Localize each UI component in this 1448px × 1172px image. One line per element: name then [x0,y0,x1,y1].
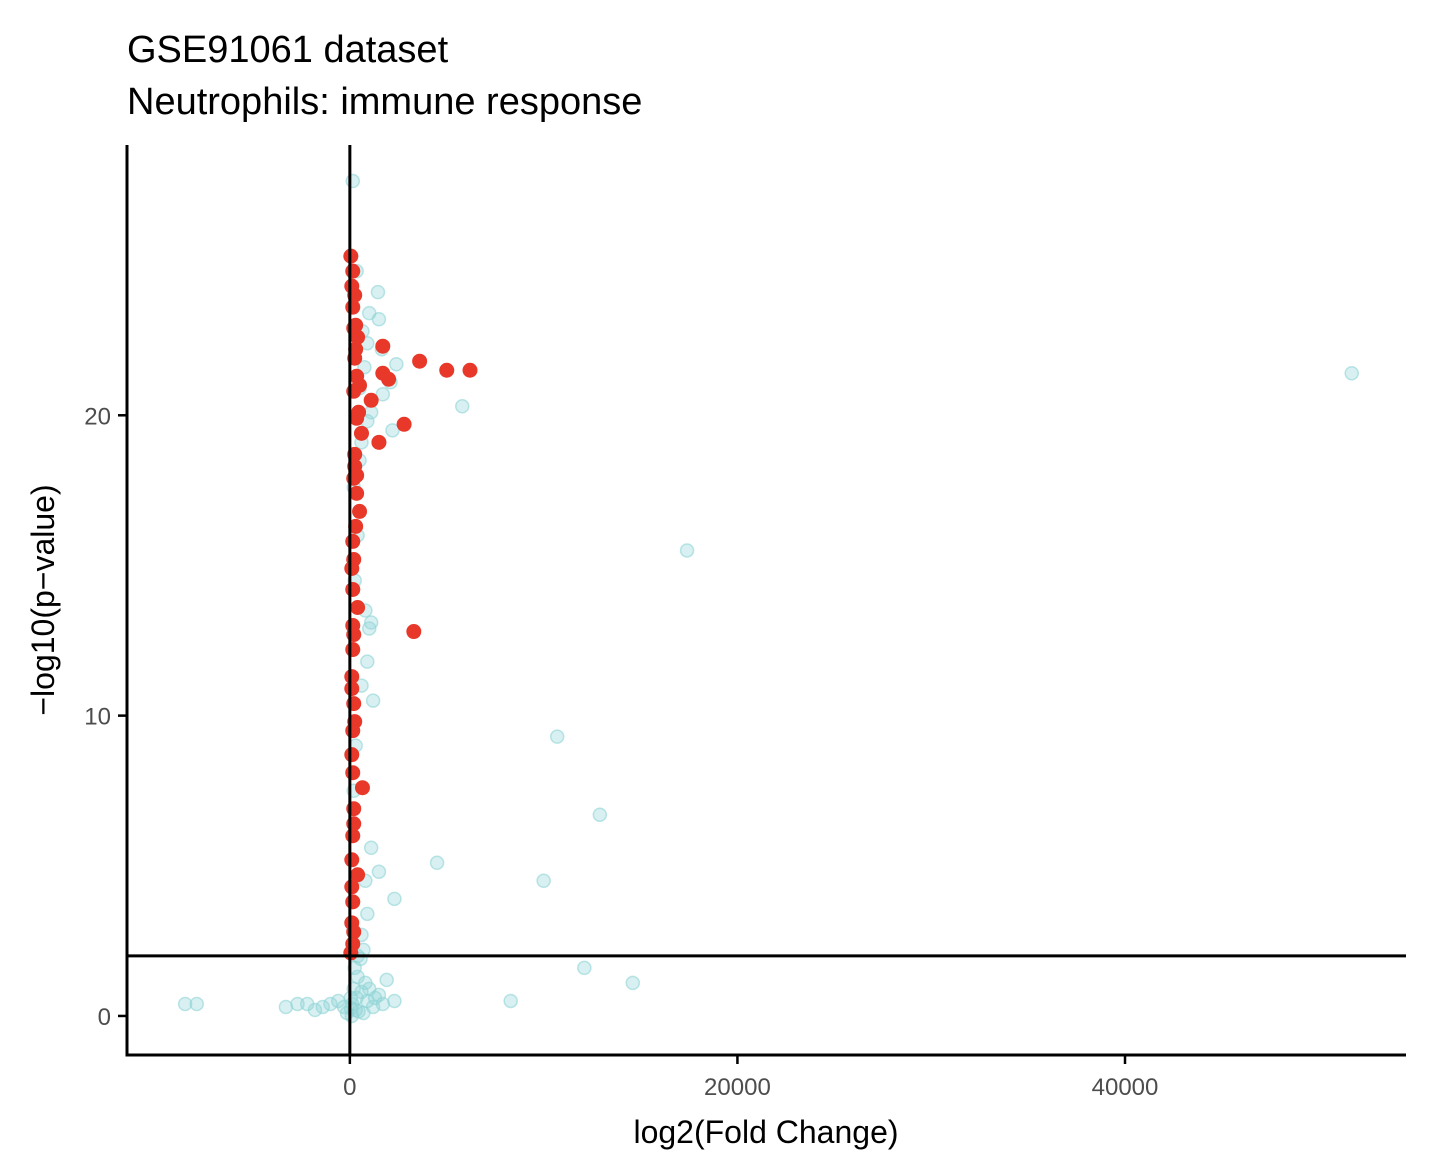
non-significant-point [351,1004,366,1019]
x-tick-label: 40000 [1092,1074,1159,1101]
significant-point [375,338,391,354]
y-tick-label: 10 [84,704,111,731]
significant-point [396,416,412,432]
significant-point [381,371,397,387]
non-significant-point [323,996,338,1012]
significant-point [345,765,361,781]
significant-point [363,392,379,408]
significant-point [345,642,361,658]
non-significant-point [363,615,379,630]
non-significant-point [389,356,404,372]
significant-point [348,518,364,534]
non-significant-point [177,996,193,1012]
non-significant-point [360,906,375,922]
points-significant [343,248,478,961]
significant-point [439,362,455,378]
significant-point [344,747,360,763]
significant-point [354,780,370,796]
non-significant-point [536,873,551,889]
non-significant-point [371,864,387,880]
non-significant-point [455,399,470,414]
non-significant-point [363,840,379,856]
non-significant-point [365,693,381,708]
significant-point [412,353,428,369]
non-significant-point [361,305,377,321]
significant-point [344,681,360,697]
significant-point [352,503,368,519]
non-significant-point [577,960,592,976]
non-significant-point [360,654,375,669]
non-significant-point [345,173,361,189]
non-significant-point [625,975,641,991]
x-tick-label: 0 [343,1074,356,1101]
significant-point [344,669,360,685]
significant-point [345,618,361,634]
non-significant-point [1344,366,1359,381]
y-tick-label: 0 [98,1004,111,1031]
non-significant-point [679,543,695,558]
non-significant-point [375,996,391,1012]
significant-point [353,425,369,441]
significant-point [350,867,366,883]
chart-title: GSE91061 dataset [127,29,449,71]
significant-point [351,404,367,420]
significant-point [344,852,360,868]
non-significant-point [385,423,400,438]
significant-point [406,624,422,640]
non-significant-point [503,993,518,1009]
significant-point [349,467,365,483]
significant-point [348,317,364,333]
significant-point [371,434,387,450]
significant-point [344,879,360,895]
significant-point [462,362,478,378]
significant-point [350,329,366,345]
non-significant-point [370,284,386,300]
significant-point [349,485,365,501]
significant-point [345,894,361,910]
non-significant-point [375,387,391,402]
non-significant-point [189,996,205,1012]
non-significant-point [315,999,330,1015]
x-axis-ticks: 0 20000 40000 [343,1055,1158,1101]
significant-point [350,600,366,616]
non-significant-point [379,972,394,988]
non-significant-point [549,729,565,744]
y-axis-title: −log10(p−value) [25,484,61,715]
non-significant-point [387,891,402,907]
significant-point [345,581,361,597]
non-significant-point [429,855,445,871]
chart-subtitle: Neutrophils: immune response [127,81,642,123]
non-significant-point [307,1002,323,1018]
y-axis-ticks: 0 10 20 [84,403,127,1031]
significant-point [345,533,361,549]
x-tick-label: 20000 [704,1074,771,1101]
y-tick-label: 20 [84,403,111,430]
non-significant-point [592,807,608,822]
significant-point [345,263,361,279]
x-axis-title: log2(Fold Change) [633,1114,898,1150]
significant-point [349,368,365,384]
